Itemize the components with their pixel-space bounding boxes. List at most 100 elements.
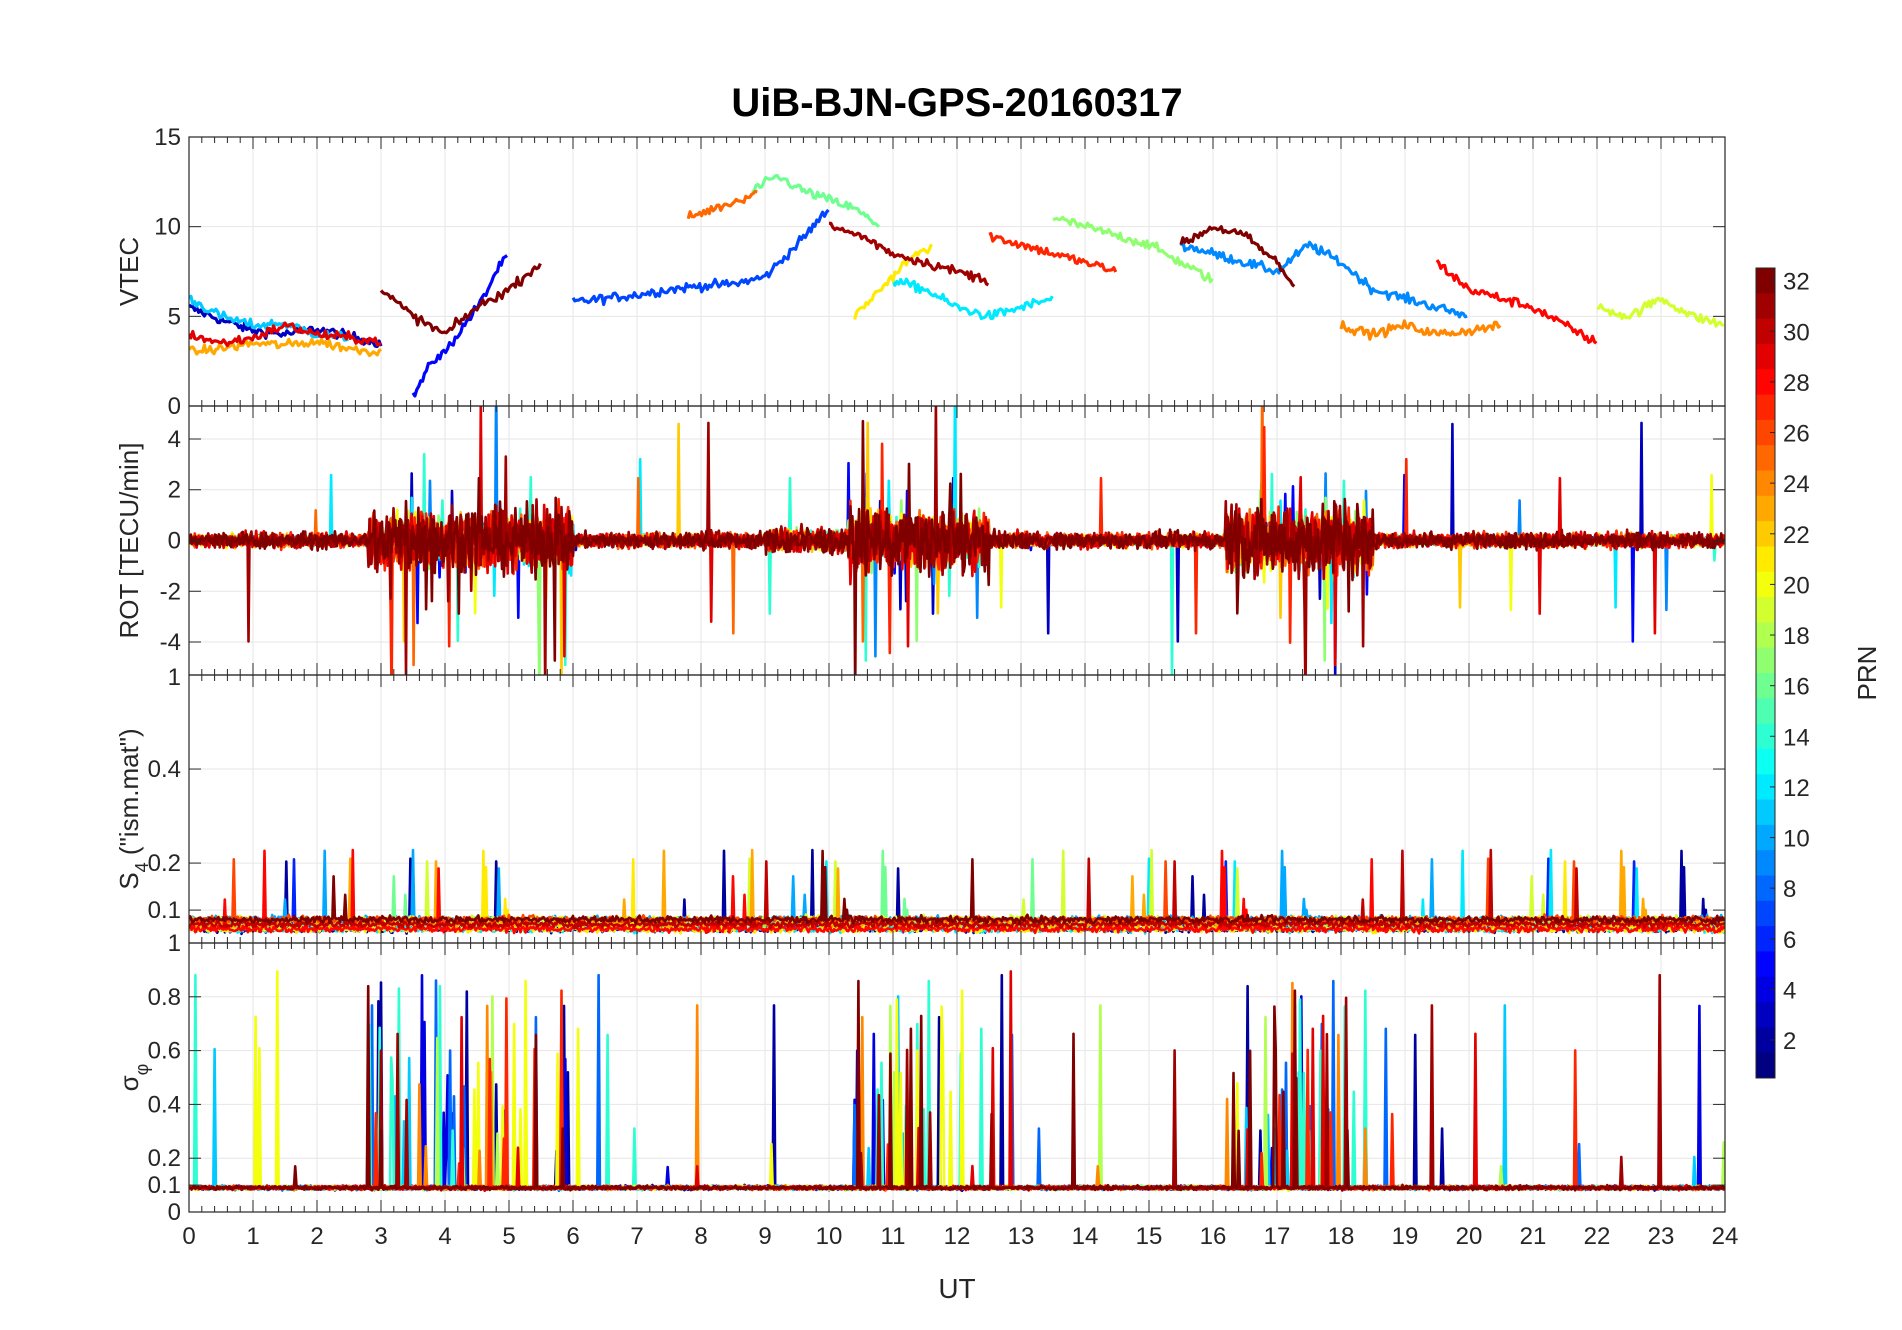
x-tick-label: 11 <box>881 1223 906 1250</box>
x-tick-label: 13 <box>1008 1223 1035 1250</box>
panel-sigma-y-tick-label: 0.8 <box>148 984 181 1011</box>
colorbar-segment <box>1756 748 1775 775</box>
colorbar-tick-label: 6 <box>1783 927 1796 954</box>
x-tick-label: 12 <box>944 1223 971 1250</box>
colorbar-segment <box>1756 521 1775 547</box>
x-tick-label: 0 <box>182 1223 195 1250</box>
x-tick-label: 15 <box>1136 1223 1163 1250</box>
colorbar-tick-label: 22 <box>1783 522 1810 549</box>
colorbar-segment <box>1756 875 1775 902</box>
x-tick-label: 22 <box>1584 1223 1611 1250</box>
x-tick-label: 2 <box>310 1223 323 1250</box>
colorbar-tick-label: 24 <box>1783 471 1810 498</box>
x-tick-label: 18 <box>1328 1223 1355 1250</box>
colorbar-segment <box>1756 318 1775 345</box>
x-tick-label: 5 <box>502 1223 515 1250</box>
colorbar-segment <box>1756 597 1775 623</box>
panel-vtec-series-prn-5 <box>411 254 509 398</box>
panel-vtec-series-prn-24 <box>1339 319 1502 341</box>
x-tick-label: 20 <box>1456 1223 1483 1250</box>
colorbar-tick-label: 2 <box>1783 1028 1796 1055</box>
colorbar-tick-label: 8 <box>1783 876 1796 903</box>
x-tick-label: 7 <box>630 1223 643 1250</box>
colorbar-segment <box>1756 976 1775 1003</box>
panel-s4-y-tick-label: 0.1 <box>148 897 181 924</box>
panel-s4-y-axis-label: S4 ("ism.mat") <box>114 728 152 889</box>
panel-rot-y-tick-label: 2 <box>168 477 181 504</box>
x-tick-label: 17 <box>1264 1223 1291 1250</box>
panel-vtec-y-axis-label: VTEC <box>114 237 144 306</box>
data-layer <box>189 174 1725 1193</box>
colorbar-segment <box>1756 926 1775 952</box>
colorbar-segment <box>1756 343 1775 370</box>
panel-vtec-series-prn-27 <box>988 232 1118 273</box>
chart-title: UiB-BJN-GPS-20160317 <box>731 81 1182 125</box>
colorbar-frame <box>1755 267 1776 1079</box>
panel-sigma-y-tick-label: 0.6 <box>148 1038 181 1065</box>
x-tick-label: 1 <box>246 1223 259 1250</box>
panel-s4-y-tick-label: 0.4 <box>148 756 181 783</box>
colorbar-segment <box>1756 1027 1775 1054</box>
colorbar-segment <box>1756 774 1775 801</box>
panel-vtec-y-tick-label: 15 <box>154 124 181 151</box>
panel-vtec-series-prn-17 <box>1052 215 1214 284</box>
x-tick-label: 21 <box>1520 1223 1547 1250</box>
colorbar-tick-label: 26 <box>1783 421 1810 448</box>
colorbar-segment <box>1756 445 1775 471</box>
panel-rot-series-prn-32 <box>189 419 1725 675</box>
panel-rot-y-tick-label: 0 <box>168 528 181 555</box>
panel-vtec-series-prn-7 <box>571 208 830 307</box>
colorbar-segment <box>1756 394 1775 421</box>
x-tick-label: 8 <box>694 1223 707 1250</box>
panel-sigma-y-tick-label: 0.4 <box>148 1091 181 1118</box>
colorbar-segment <box>1756 546 1775 573</box>
panel-sigma-y-tick-label: 0 <box>168 1199 181 1226</box>
panel-sigma-y-tick-label: 0.1 <box>148 1172 181 1199</box>
panel-rot-y-tick-label: -4 <box>160 629 181 656</box>
panel-vtec-series-prn-31 <box>828 221 990 287</box>
panel-s4-y-tick-top-label: 1 <box>168 664 181 691</box>
colorbar-segment <box>1756 419 1775 446</box>
x-tick-label: 16 <box>1200 1223 1227 1250</box>
panel-vtec-series-prn-32 <box>379 262 542 335</box>
panel-vtec-series-prn-23 <box>189 337 383 358</box>
panel-vtec-series-prn-21 <box>853 243 933 320</box>
x-tick-label: 9 <box>758 1223 771 1250</box>
panel-vtec-series-prn-12 <box>891 277 1054 321</box>
panel-vtec-series-prn-28 <box>1435 259 1598 345</box>
panel-vtec-series-prn-32 <box>1179 225 1296 288</box>
colorbar-segment <box>1756 850 1775 876</box>
panel-vtec-series-prn-29 <box>189 321 382 348</box>
colorbar-segment <box>1756 1052 1775 1079</box>
colorbar-segment <box>1756 268 1775 294</box>
colorbar-segment <box>1756 951 1775 978</box>
panel-vtec-series-prn-9 <box>1179 239 1468 319</box>
x-axis-label: UT <box>938 1273 975 1304</box>
panel-vtec-y-tick-label: 0 <box>168 393 181 420</box>
colorbar-tick-label: 20 <box>1783 572 1810 599</box>
colorbar-tick-label: 30 <box>1783 319 1810 346</box>
colorbar-tick-label: 28 <box>1783 370 1810 397</box>
colorbar-tick-label: 16 <box>1783 674 1810 701</box>
colorbar-segment <box>1756 647 1775 674</box>
panel-s4-series-prn-32 <box>189 849 1725 926</box>
panel-rot-y-tick-label: 4 <box>168 426 181 453</box>
colorbar-segment <box>1756 495 1775 522</box>
panel-vtec-series-prn-19 <box>1596 296 1725 328</box>
x-tick-label: 19 <box>1392 1223 1419 1250</box>
x-tick-label: 3 <box>374 1223 387 1250</box>
colorbar-tick-label: 18 <box>1783 623 1810 650</box>
panel-sigma-y-tick-label: 0.2 <box>148 1145 181 1172</box>
panel-sigma-y-axis-label: σφ <box>114 1064 152 1092</box>
colorbar-segment <box>1756 723 1775 750</box>
panel-vtec-series-prn-25 <box>686 189 758 220</box>
panel-rot-y-axis-label: ROT [TECU/min] <box>114 443 144 639</box>
panel-rot-y-tick-label: -2 <box>160 578 181 605</box>
x-tick-label: 14 <box>1072 1223 1099 1250</box>
panel-vtec-y-tick-label: 5 <box>168 303 181 330</box>
x-tick-label: 4 <box>438 1223 451 1250</box>
colorbar-tick-label: 4 <box>1783 977 1796 1004</box>
colorbar-segment <box>1756 369 1775 396</box>
